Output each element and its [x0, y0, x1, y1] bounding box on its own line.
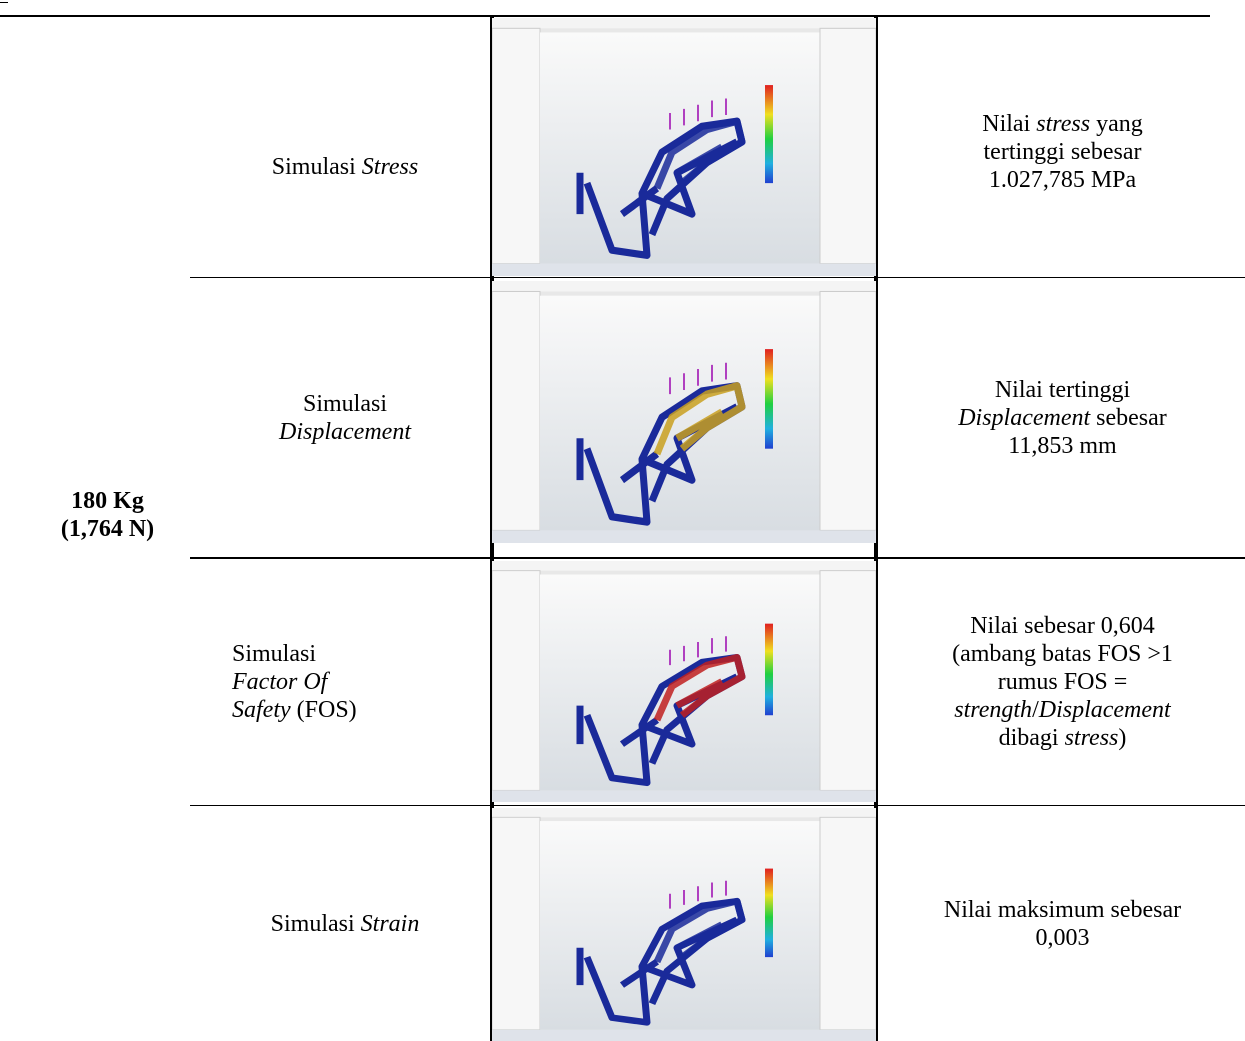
- result-term: strength: [954, 697, 1032, 723]
- toolbar: [492, 561, 876, 571]
- tree-panel: [492, 817, 540, 1029]
- result-value: 1.027,785 MPa: [989, 167, 1136, 193]
- tree-panel: [492, 291, 540, 530]
- side-panel: [820, 291, 876, 530]
- group-label: 180 Kg(1,764 N): [20, 440, 195, 590]
- simulation-screenshot: [492, 281, 876, 543]
- taskbar: [492, 1030, 876, 1041]
- result-part: Nilai maksimum sebesar: [944, 897, 1181, 923]
- result-part: Nilai: [982, 111, 1030, 137]
- label-text: (FOS): [297, 697, 357, 723]
- side-panel: [820, 28, 876, 263]
- toolbar: [492, 18, 876, 28]
- result-part: /: [1032, 697, 1039, 723]
- result-part: yang: [1096, 111, 1143, 137]
- simulation-label: Simulasi Stress: [205, 17, 485, 277]
- simulation-label: Simulasi Strain: [205, 806, 485, 1041]
- label-text: Simulasi: [271, 911, 355, 937]
- label-text: Simulasi: [232, 641, 316, 667]
- taskbar: [492, 790, 876, 802]
- simulation-screenshot: [492, 808, 876, 1041]
- result-part: Nilai sebesar 0,604: [970, 613, 1155, 639]
- simulation-screenshot: [492, 18, 876, 276]
- group-weight: 180 Kg: [71, 488, 144, 514]
- result-term: stress: [1065, 725, 1119, 751]
- result-part: dibagi: [999, 725, 1059, 751]
- toolbar: [492, 808, 876, 817]
- group-force: (1,764 N): [61, 516, 154, 542]
- tree-panel: [492, 571, 540, 791]
- label-term: Stress: [362, 154, 418, 180]
- simulation-screenshot: [492, 561, 876, 802]
- color-legend: [765, 624, 773, 716]
- result-value: 11,853 mm: [1008, 433, 1116, 459]
- result-part: ): [1118, 725, 1126, 751]
- label-term: Displacement: [279, 419, 411, 445]
- result-term: stress: [1036, 111, 1090, 137]
- side-panel: [820, 817, 876, 1029]
- page: 180 Kg(1,764 N) Simulasi Stress Nilai st…: [0, 0, 1245, 1041]
- result-part: (ambang batas FOS >1: [952, 641, 1173, 667]
- color-legend: [765, 869, 773, 958]
- tree-panel: [492, 28, 540, 263]
- color-legend: [765, 349, 773, 449]
- result-term: Displacement: [1039, 697, 1171, 723]
- result-part: sebesar: [1096, 405, 1167, 431]
- rule-stub: [0, 2, 8, 3]
- label-text: Simulasi: [303, 391, 387, 417]
- label-term: Strain: [361, 911, 420, 937]
- result-term: Displacement: [958, 405, 1090, 431]
- label-term: Safety: [232, 697, 291, 723]
- result-part: Nilai tertinggi: [995, 377, 1130, 403]
- side-panel: [820, 571, 876, 791]
- toolbar: [492, 281, 876, 291]
- result-value: 0,003: [1036, 925, 1090, 951]
- taskbar: [492, 530, 876, 543]
- color-legend: [765, 85, 773, 183]
- label-term: Factor Of: [232, 669, 327, 695]
- taskbar: [492, 264, 876, 276]
- label-text: Simulasi: [272, 154, 356, 180]
- result-part: tertinggi sebesar: [984, 139, 1142, 165]
- result-part: rumus FOS =: [998, 669, 1128, 695]
